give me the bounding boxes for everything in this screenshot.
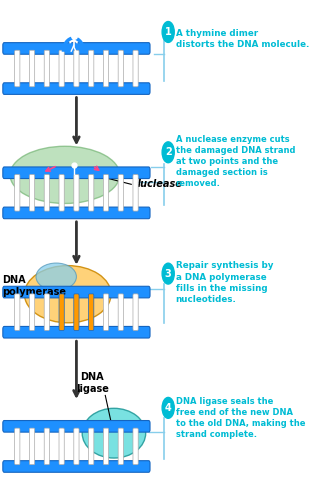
FancyBboxPatch shape	[74, 174, 79, 211]
FancyBboxPatch shape	[133, 294, 138, 331]
FancyBboxPatch shape	[59, 174, 64, 211]
Text: DNA
polymerase: DNA polymerase	[3, 275, 67, 297]
FancyBboxPatch shape	[44, 50, 49, 87]
FancyBboxPatch shape	[103, 50, 109, 87]
FancyBboxPatch shape	[133, 50, 138, 87]
FancyBboxPatch shape	[3, 460, 150, 472]
FancyBboxPatch shape	[74, 50, 79, 87]
FancyBboxPatch shape	[30, 50, 35, 87]
FancyBboxPatch shape	[3, 42, 150, 54]
Ellipse shape	[24, 266, 111, 323]
FancyBboxPatch shape	[133, 174, 138, 211]
FancyBboxPatch shape	[3, 286, 150, 298]
FancyBboxPatch shape	[118, 294, 124, 331]
FancyBboxPatch shape	[74, 428, 79, 465]
FancyBboxPatch shape	[15, 50, 20, 87]
FancyBboxPatch shape	[89, 50, 94, 87]
FancyBboxPatch shape	[59, 428, 64, 465]
FancyBboxPatch shape	[118, 174, 124, 211]
Ellipse shape	[82, 408, 146, 458]
FancyBboxPatch shape	[15, 428, 20, 465]
Text: Nuclease: Nuclease	[133, 180, 183, 190]
FancyBboxPatch shape	[3, 83, 150, 94]
Text: 4: 4	[165, 403, 172, 413]
Ellipse shape	[36, 263, 76, 290]
Ellipse shape	[10, 146, 120, 204]
FancyBboxPatch shape	[103, 174, 109, 211]
FancyBboxPatch shape	[44, 174, 49, 211]
FancyBboxPatch shape	[3, 207, 150, 218]
FancyBboxPatch shape	[118, 50, 124, 87]
Text: 1: 1	[165, 27, 172, 37]
Text: 2: 2	[165, 148, 172, 158]
Circle shape	[162, 22, 174, 42]
FancyBboxPatch shape	[15, 174, 20, 211]
Text: A nuclease enzyme cuts
the damaged DNA strand
at two points and the
damaged sect: A nuclease enzyme cuts the damaged DNA s…	[176, 135, 295, 188]
FancyBboxPatch shape	[103, 294, 109, 331]
FancyBboxPatch shape	[59, 50, 64, 87]
FancyBboxPatch shape	[89, 428, 94, 465]
FancyBboxPatch shape	[118, 428, 124, 465]
FancyBboxPatch shape	[30, 294, 35, 331]
FancyBboxPatch shape	[59, 294, 64, 331]
FancyBboxPatch shape	[44, 428, 49, 465]
Circle shape	[162, 142, 174, 163]
Text: 3: 3	[165, 268, 172, 278]
FancyBboxPatch shape	[133, 428, 138, 465]
FancyBboxPatch shape	[30, 428, 35, 465]
Text: Repair synthesis by
a DNA polymerase
fills in the missing
nucleotides.: Repair synthesis by a DNA polymerase fil…	[176, 262, 273, 304]
Circle shape	[162, 263, 174, 284]
Text: DNA ligase seals the
free end of the new DNA
to the old DNA, making the
strand c: DNA ligase seals the free end of the new…	[176, 396, 305, 439]
FancyBboxPatch shape	[3, 326, 150, 338]
FancyBboxPatch shape	[74, 294, 79, 331]
Circle shape	[162, 398, 174, 418]
Text: A thymine dimer
distorts the DNA molecule.: A thymine dimer distorts the DNA molecul…	[176, 29, 309, 49]
FancyBboxPatch shape	[44, 294, 49, 331]
FancyBboxPatch shape	[3, 167, 150, 178]
FancyBboxPatch shape	[103, 428, 109, 465]
FancyBboxPatch shape	[30, 174, 35, 211]
Text: DNA
ligase: DNA ligase	[76, 372, 109, 394]
FancyBboxPatch shape	[15, 294, 20, 331]
FancyBboxPatch shape	[89, 294, 94, 331]
FancyBboxPatch shape	[3, 420, 150, 432]
FancyBboxPatch shape	[89, 174, 94, 211]
